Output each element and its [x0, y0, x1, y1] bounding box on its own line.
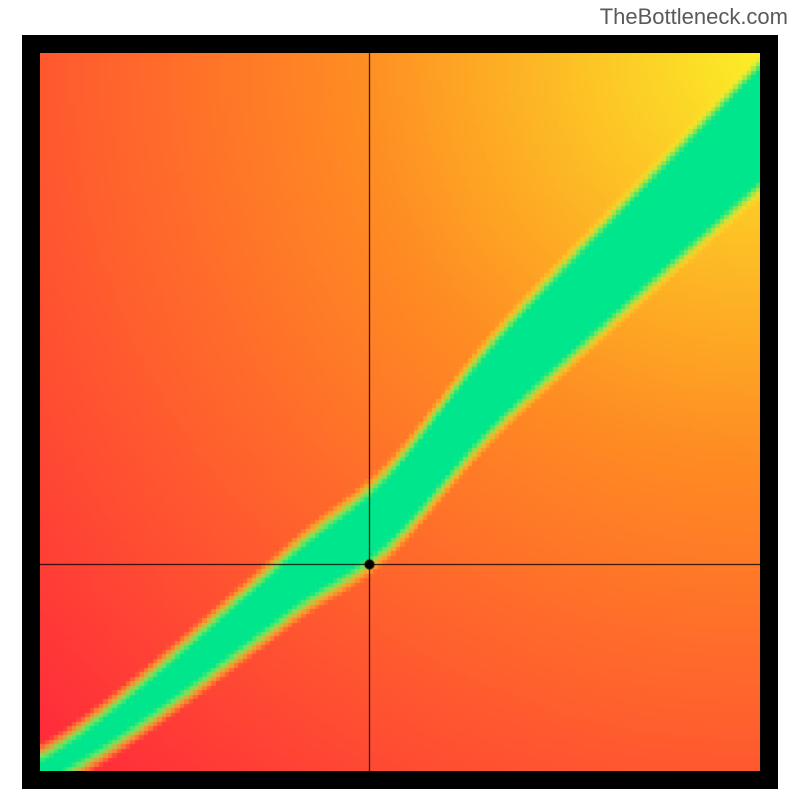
watermark-text: TheBottleneck.com	[600, 4, 788, 30]
plot-frame	[22, 35, 778, 789]
heatmap-canvas	[40, 53, 760, 771]
chart-container: TheBottleneck.com	[0, 0, 800, 800]
